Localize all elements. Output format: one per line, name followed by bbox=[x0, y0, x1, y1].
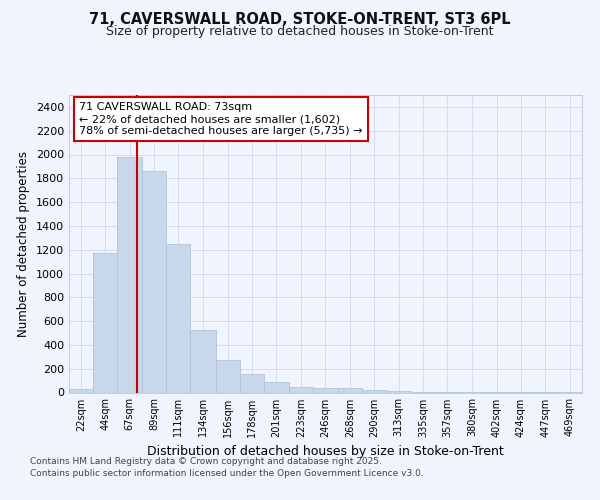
Bar bbox=[313, 388, 338, 392]
Bar bbox=[166, 244, 190, 392]
X-axis label: Distribution of detached houses by size in Stoke-on-Trent: Distribution of detached houses by size … bbox=[147, 445, 504, 458]
Text: Contains HM Land Registry data © Crown copyright and database right 2025.: Contains HM Land Registry data © Crown c… bbox=[30, 458, 382, 466]
Bar bbox=[362, 390, 386, 392]
Y-axis label: Number of detached properties: Number of detached properties bbox=[17, 151, 31, 337]
Text: 71, CAVERSWALL ROAD, STOKE-ON-TRENT, ST3 6PL: 71, CAVERSWALL ROAD, STOKE-ON-TRENT, ST3… bbox=[89, 12, 511, 28]
Text: Contains public sector information licensed under the Open Government Licence v3: Contains public sector information licen… bbox=[30, 469, 424, 478]
Bar bbox=[215, 360, 239, 392]
Text: Size of property relative to detached houses in Stoke-on-Trent: Size of property relative to detached ho… bbox=[106, 25, 494, 38]
Bar bbox=[263, 382, 289, 392]
Text: 71 CAVERSWALL ROAD: 73sqm
← 22% of detached houses are smaller (1,602)
78% of se: 71 CAVERSWALL ROAD: 73sqm ← 22% of detac… bbox=[79, 102, 363, 136]
Bar bbox=[239, 374, 263, 392]
Bar bbox=[93, 252, 117, 392]
Bar bbox=[289, 386, 313, 392]
Bar bbox=[142, 171, 166, 392]
Bar bbox=[338, 388, 362, 392]
Bar bbox=[117, 158, 142, 392]
Bar bbox=[190, 330, 215, 392]
Bar bbox=[69, 389, 93, 392]
